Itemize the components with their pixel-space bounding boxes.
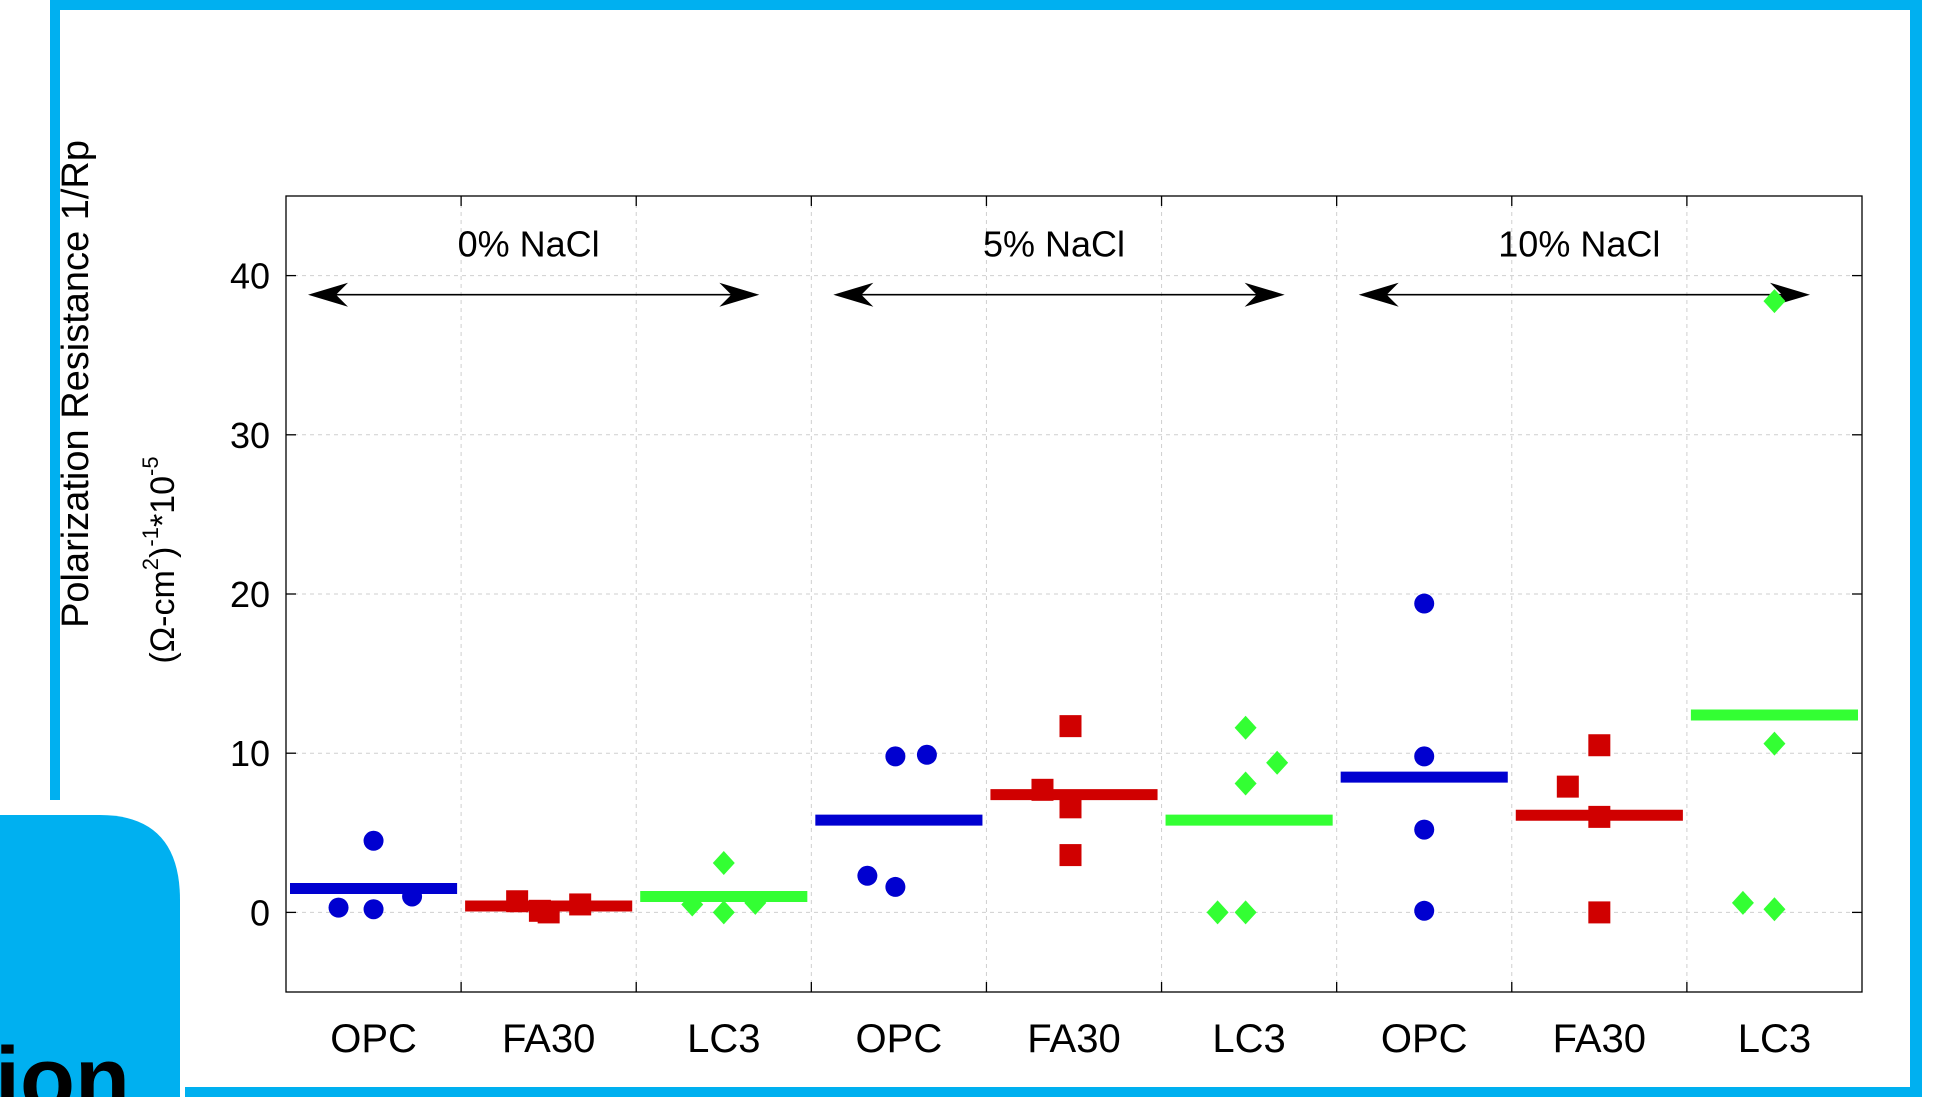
group-arrow-head-right xyxy=(1244,282,1285,307)
y-unit-prefix: (Ω-cm xyxy=(144,570,182,663)
data-point xyxy=(402,886,423,907)
y-tick-label: 20 xyxy=(230,574,270,615)
y-axis: 0 10 20 30 40 xyxy=(230,256,1862,933)
data-point xyxy=(1266,750,1289,775)
data-point xyxy=(537,901,560,924)
data-point xyxy=(1731,890,1754,915)
data-point xyxy=(1414,746,1435,767)
x-tick-label: LC3 xyxy=(687,1017,760,1061)
y-tick-label: 0 xyxy=(250,892,270,933)
y-unit-sup-b: -1 xyxy=(138,527,163,547)
left-border xyxy=(50,0,60,800)
data-point xyxy=(1234,715,1257,740)
x-tick-label: FA30 xyxy=(1027,1017,1120,1061)
data-point xyxy=(1059,844,1082,867)
group-label: 5% NaCl xyxy=(983,223,1125,264)
y-unit-sup-a: 2 xyxy=(138,558,163,570)
data-point xyxy=(681,892,704,917)
group-arrow-head-left xyxy=(833,282,874,307)
data-point xyxy=(1763,731,1786,756)
group-annotations: 0% NaCl 5% NaCl 10% NaCl xyxy=(308,223,1810,307)
data-point xyxy=(1031,778,1054,801)
data-point xyxy=(916,744,937,765)
y-tick-label: 30 xyxy=(230,415,270,456)
group-arrow-head-left xyxy=(308,282,348,307)
x-tick-label: OPC xyxy=(330,1017,417,1061)
data-point xyxy=(1763,897,1786,922)
y-tick-label: 40 xyxy=(230,256,270,297)
y-axis-label-line1: Polarization Resistance 1/Rp xyxy=(55,140,97,628)
data-point xyxy=(885,746,906,767)
x-tick-label: FA30 xyxy=(1553,1017,1646,1061)
data-point xyxy=(1588,734,1611,757)
x-tick-label: OPC xyxy=(1381,1017,1468,1061)
data-point xyxy=(1234,900,1257,925)
right-border xyxy=(1910,0,1922,1097)
x-tick-label: LC3 xyxy=(1212,1017,1285,1061)
group-arrow-head-right xyxy=(719,282,760,307)
y-tick-label: 10 xyxy=(230,733,270,774)
data-point xyxy=(1588,805,1611,828)
data-point xyxy=(857,865,878,886)
data-point xyxy=(363,830,384,851)
partial-heading: ion xyxy=(0,1030,130,1097)
x-axis: OPC FA30 LC3 OPC FA30 LC3 OPC FA30 LC3 xyxy=(330,196,1811,1061)
data-point xyxy=(506,890,529,913)
top-border xyxy=(50,0,1920,10)
x-tick-label: OPC xyxy=(856,1017,943,1061)
data-point xyxy=(712,900,735,925)
y-unit-mid2: *10 xyxy=(144,476,182,527)
data-point xyxy=(885,876,906,897)
grid xyxy=(286,196,1862,992)
data-point xyxy=(569,893,592,916)
x-tick-label: LC3 xyxy=(1738,1017,1811,1061)
data-point xyxy=(1414,900,1435,921)
data-point xyxy=(1059,715,1082,738)
y-axis-label-line2: (Ω-cm2)-1*10-5 xyxy=(138,456,182,663)
group-arrow-head-left xyxy=(1358,282,1399,307)
group-label: 0% NaCl xyxy=(458,223,600,264)
data-point xyxy=(1234,771,1257,796)
data-point xyxy=(1556,775,1579,798)
data-point xyxy=(712,851,735,876)
data-point xyxy=(1206,900,1229,925)
bottom-border xyxy=(185,1087,1920,1097)
data-point xyxy=(1588,901,1611,924)
data-point xyxy=(1059,796,1082,819)
data-points xyxy=(328,289,1786,925)
group-label: 10% NaCl xyxy=(1498,223,1660,264)
data-point xyxy=(363,899,384,920)
data-point xyxy=(328,897,349,918)
data-point xyxy=(744,890,767,915)
y-unit-sup-c: -5 xyxy=(138,456,163,476)
data-point xyxy=(1414,819,1435,840)
data-point xyxy=(1763,289,1786,314)
data-point xyxy=(1414,593,1435,614)
y-unit-mid: ) xyxy=(144,547,182,558)
heading-tab xyxy=(0,815,180,1097)
x-tick-label: FA30 xyxy=(502,1017,595,1061)
